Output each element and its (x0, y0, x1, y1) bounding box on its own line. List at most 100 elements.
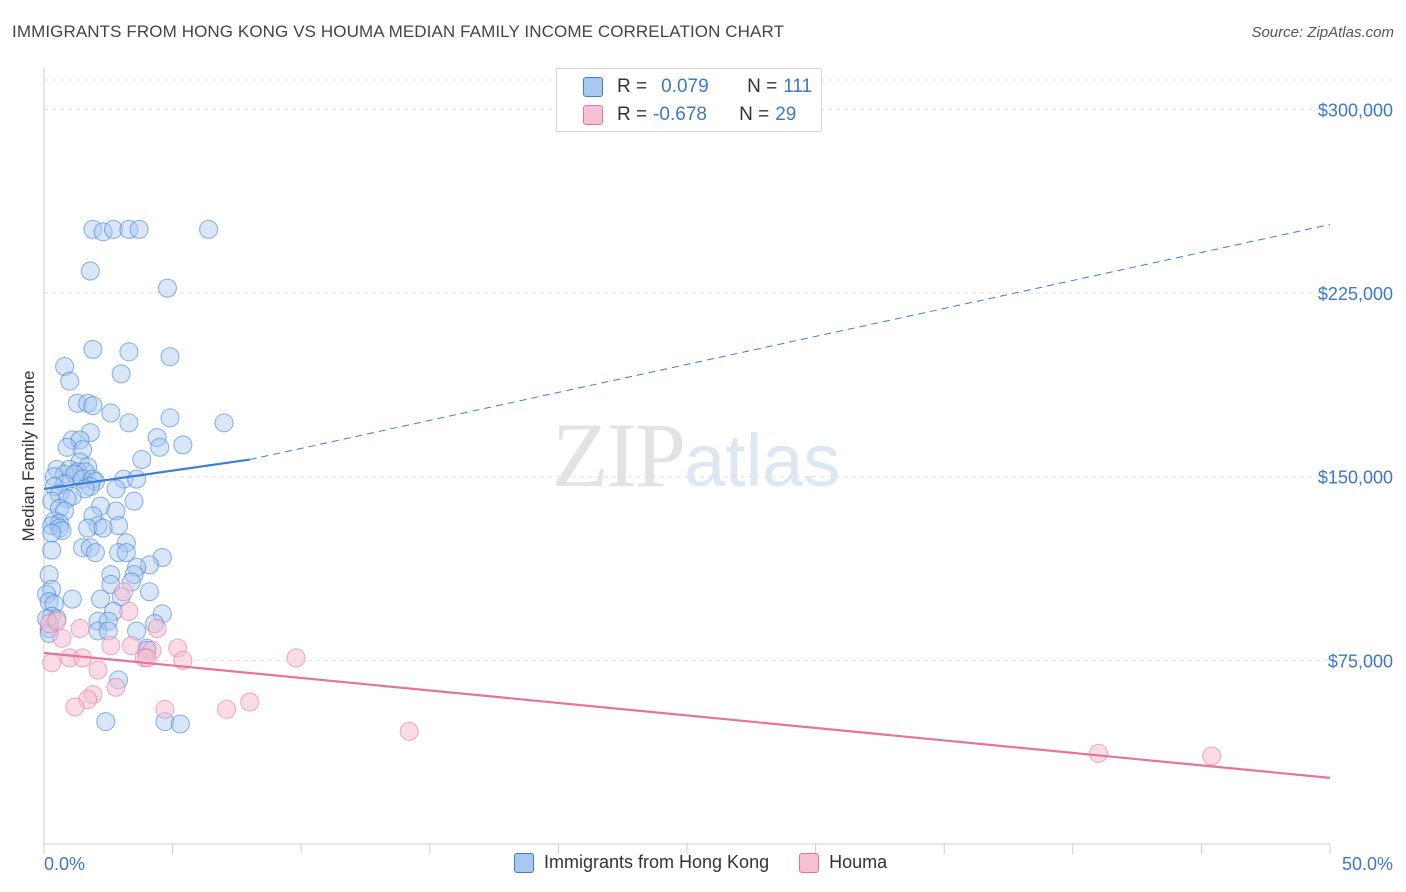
data-point-hong-kong (199, 219, 219, 239)
data-point-hong-kong (139, 582, 159, 602)
legend-r-value: -0.678 (653, 104, 707, 125)
data-point-hong-kong (116, 543, 136, 563)
trend-line-houma (43, 651, 1331, 779)
tick-layer: $75,000 $150,000 $225,000 $300,000 0.0% 50.0% (44, 100, 1393, 874)
trend-line-hong-kong (43, 458, 250, 491)
data-point-hong-kong (124, 491, 144, 511)
y-tick-label: $225,000 (1318, 284, 1393, 304)
data-point-hong-kong (106, 501, 126, 521)
legend-r-label: R = (617, 104, 648, 125)
legend-swatch-blue (514, 852, 534, 873)
data-point-houma (88, 660, 108, 680)
data-point-hong-kong (80, 261, 100, 281)
data-point-houma (70, 619, 90, 639)
series-houma (39, 582, 1222, 766)
data-point-hong-kong (124, 565, 144, 585)
legend-n-value: 111 (783, 76, 813, 97)
y-tick-label: $150,000 (1318, 468, 1393, 488)
data-point-hong-kong (109, 543, 129, 563)
data-point-hong-kong (67, 393, 87, 413)
data-point-houma (217, 699, 237, 719)
data-point-hong-kong (157, 278, 177, 298)
data-point-hong-kong (83, 506, 103, 526)
y-axis-label: Median Family Income (19, 370, 38, 541)
trend-layer (43, 223, 1331, 779)
legend-label-houma: Houma (829, 852, 888, 872)
data-point-hong-kong (83, 396, 103, 416)
data-point-hong-kong (119, 413, 139, 433)
data-point-hong-kong (83, 339, 103, 359)
data-point-hong-kong (49, 513, 69, 533)
legend-item-houma[interactable]: Houma (799, 852, 887, 873)
legend-n-value: 29 (775, 104, 797, 125)
data-point-hong-kong (55, 501, 75, 521)
data-point-houma (121, 636, 141, 656)
legend-n-label: N = (739, 104, 770, 125)
data-point-hong-kong (78, 518, 98, 538)
grid-layer (43, 79, 1392, 854)
data-point-hong-kong (173, 435, 193, 455)
data-point-hong-kong (57, 489, 77, 509)
data-point-hong-kong (73, 440, 93, 460)
legend-n-label: N = (747, 76, 778, 97)
data-point-houma (1202, 746, 1222, 766)
data-point-hong-kong (106, 479, 126, 499)
data-point-houma (155, 699, 175, 719)
data-point-houma (173, 650, 193, 670)
data-point-hong-kong (37, 584, 57, 604)
data-point-houma (399, 721, 419, 741)
data-point-hong-kong (88, 611, 108, 631)
data-point-hong-kong (160, 347, 180, 367)
chart-title: IMMIGRANTS FROM HONG KONG VS HOUMA MEDIA… (12, 22, 785, 41)
data-point-hong-kong (60, 371, 80, 391)
chart-source: Source: ZipAtlas.com (1251, 24, 1394, 41)
watermark-atlas: atlas (684, 419, 841, 502)
data-point-hong-kong (119, 342, 139, 362)
data-point-hong-kong (127, 557, 147, 577)
data-point-hong-kong (111, 364, 131, 384)
x-tick-label-min: 0.0% (44, 854, 85, 874)
data-point-houma (65, 697, 85, 717)
data-point-hong-kong (150, 437, 170, 457)
watermark: ZIPatlas (552, 402, 840, 508)
data-point-hong-kong (44, 467, 64, 487)
legend-item-hong-kong[interactable]: Immigrants from Hong Kong (514, 852, 769, 873)
data-point-houma (119, 601, 139, 621)
watermark-zip: ZIP (552, 404, 686, 506)
data-point-hong-kong (109, 516, 129, 536)
data-point-hong-kong (132, 450, 152, 470)
legend-row-hong-kong: R = 0.079 N = 111 (583, 75, 812, 99)
data-point-hong-kong (85, 543, 105, 563)
data-point-houma (106, 677, 126, 697)
data-point-hong-kong (160, 408, 180, 428)
y-tick-label: $75,000 (1328, 651, 1393, 671)
data-point-hong-kong (101, 403, 121, 423)
data-point-houma (147, 619, 167, 639)
data-point-hong-kong (119, 219, 139, 239)
y-tick-label: $300,000 (1318, 100, 1393, 120)
data-point-hong-kong (73, 538, 93, 558)
data-point-hong-kong (91, 589, 111, 609)
data-point-hong-kong (101, 565, 121, 585)
legend-r-value: 0.079 (661, 76, 709, 97)
data-point-hong-kong (96, 712, 116, 732)
data-point-houma (114, 582, 134, 602)
data-point-houma (101, 636, 121, 656)
data-point-hong-kong (62, 486, 82, 506)
data-point-hong-kong (129, 219, 149, 239)
data-point-hong-kong (91, 496, 111, 516)
legend-r-label: R = (617, 76, 648, 97)
data-point-hong-kong (42, 516, 62, 536)
legend-swatch-pink (583, 105, 603, 125)
data-point-hong-kong (116, 533, 136, 553)
data-point-houma (52, 628, 72, 648)
legend-swatch-pink (799, 852, 820, 873)
data-point-hong-kong (78, 393, 98, 413)
data-point-houma (240, 692, 260, 712)
data-point-hong-kong (103, 219, 123, 239)
data-point-hong-kong (98, 611, 118, 631)
data-point-houma (286, 648, 306, 668)
data-point-hong-kong (170, 714, 190, 734)
data-point-houma (42, 653, 62, 673)
